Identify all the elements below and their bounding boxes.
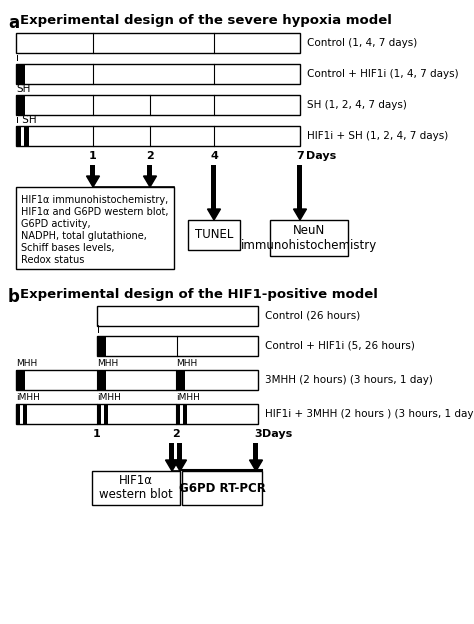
Bar — [16, 33, 300, 53]
Bar — [16, 370, 258, 390]
Polygon shape — [144, 176, 156, 187]
Text: western blot: western blot — [99, 489, 173, 502]
Bar — [170, 443, 174, 460]
Text: HIF1α: HIF1α — [119, 474, 153, 487]
Bar — [188, 220, 240, 250]
Bar — [182, 471, 262, 505]
Text: i SH: i SH — [16, 115, 36, 125]
Text: MHH: MHH — [97, 359, 118, 368]
Text: Schiff bases levels,: Schiff bases levels, — [21, 243, 115, 253]
Text: 1: 1 — [89, 151, 97, 161]
Text: 3MHH (2 hours) (3 hours, 1 day): 3MHH (2 hours) (3 hours, 1 day) — [265, 375, 433, 385]
Text: a: a — [8, 14, 19, 32]
Bar — [16, 126, 300, 146]
Text: Control (1, 4, 7 days): Control (1, 4, 7 days) — [307, 38, 417, 48]
Polygon shape — [208, 209, 220, 220]
Text: Days: Days — [306, 151, 336, 161]
Bar — [16, 64, 25, 84]
Bar — [104, 404, 108, 424]
Text: 2: 2 — [172, 429, 180, 439]
Text: G6PD activity,: G6PD activity, — [21, 219, 91, 229]
Polygon shape — [173, 460, 186, 471]
Bar — [177, 443, 182, 460]
Bar — [97, 336, 106, 356]
Bar — [147, 165, 153, 176]
Bar — [211, 165, 217, 209]
Text: 7: 7 — [296, 151, 304, 161]
Text: i: i — [97, 325, 100, 335]
Bar — [23, 404, 27, 424]
Text: b: b — [8, 288, 20, 306]
Text: Days: Days — [262, 429, 292, 439]
Bar — [176, 404, 180, 424]
Text: HIF1i + SH (1, 2, 4, 7 days): HIF1i + SH (1, 2, 4, 7 days) — [307, 131, 448, 141]
Bar — [298, 165, 302, 209]
Bar — [176, 370, 185, 390]
Bar — [91, 165, 95, 176]
Text: Experimental design of the severe hypoxia model: Experimental design of the severe hypoxi… — [20, 14, 392, 27]
Text: NADPH, total glutathione,: NADPH, total glutathione, — [21, 231, 147, 241]
Text: iMHH: iMHH — [16, 393, 40, 402]
Polygon shape — [293, 209, 307, 220]
Bar — [16, 64, 300, 84]
Text: Control + HIF1i (1, 4, 7 days): Control + HIF1i (1, 4, 7 days) — [307, 69, 459, 79]
Polygon shape — [86, 176, 100, 187]
Text: 1: 1 — [93, 429, 101, 439]
Bar — [16, 370, 25, 390]
Text: G6PD RT-PCR: G6PD RT-PCR — [179, 482, 265, 494]
Text: 2: 2 — [146, 151, 154, 161]
Text: iMHH: iMHH — [97, 393, 121, 402]
Text: iMHH: iMHH — [176, 393, 200, 402]
Text: Control (26 hours): Control (26 hours) — [265, 311, 360, 321]
Bar — [97, 336, 258, 356]
Bar — [16, 404, 258, 424]
Text: HIF1α immunohistochemistry,: HIF1α immunohistochemistry, — [21, 195, 168, 205]
Bar — [254, 443, 258, 460]
Text: Redox status: Redox status — [21, 255, 84, 265]
Bar — [92, 471, 180, 505]
Bar — [16, 95, 300, 115]
Text: 4: 4 — [210, 151, 218, 161]
Polygon shape — [249, 460, 263, 471]
Bar — [97, 370, 106, 390]
Text: HIF1i + 3MHH (2 hours ) (3 hours, 1 day): HIF1i + 3MHH (2 hours ) (3 hours, 1 day) — [265, 409, 474, 419]
Text: SH (1, 2, 4, 7 days): SH (1, 2, 4, 7 days) — [307, 100, 407, 110]
Text: NeuN: NeuN — [293, 225, 325, 238]
Text: HIF1α and G6PD western blot,: HIF1α and G6PD western blot, — [21, 207, 168, 217]
Text: SH: SH — [16, 84, 30, 94]
Bar — [270, 220, 348, 256]
Bar — [16, 404, 20, 424]
Bar — [24, 126, 29, 146]
Text: i: i — [16, 53, 19, 63]
Bar — [16, 187, 174, 269]
Bar — [16, 126, 21, 146]
Bar — [97, 404, 101, 424]
Bar — [183, 404, 187, 424]
Text: TUNEL: TUNEL — [195, 228, 233, 241]
Text: immunohistochemistry: immunohistochemistry — [241, 238, 377, 251]
Polygon shape — [165, 460, 179, 471]
Text: Experimental design of the HIF1-positive model: Experimental design of the HIF1-positive… — [20, 288, 378, 301]
Bar — [16, 95, 25, 115]
Text: 3: 3 — [254, 429, 262, 439]
Text: MHH: MHH — [16, 359, 37, 368]
Text: Control + HIF1i (5, 26 hours): Control + HIF1i (5, 26 hours) — [265, 341, 415, 351]
Bar — [97, 306, 258, 326]
Text: MHH: MHH — [176, 359, 197, 368]
